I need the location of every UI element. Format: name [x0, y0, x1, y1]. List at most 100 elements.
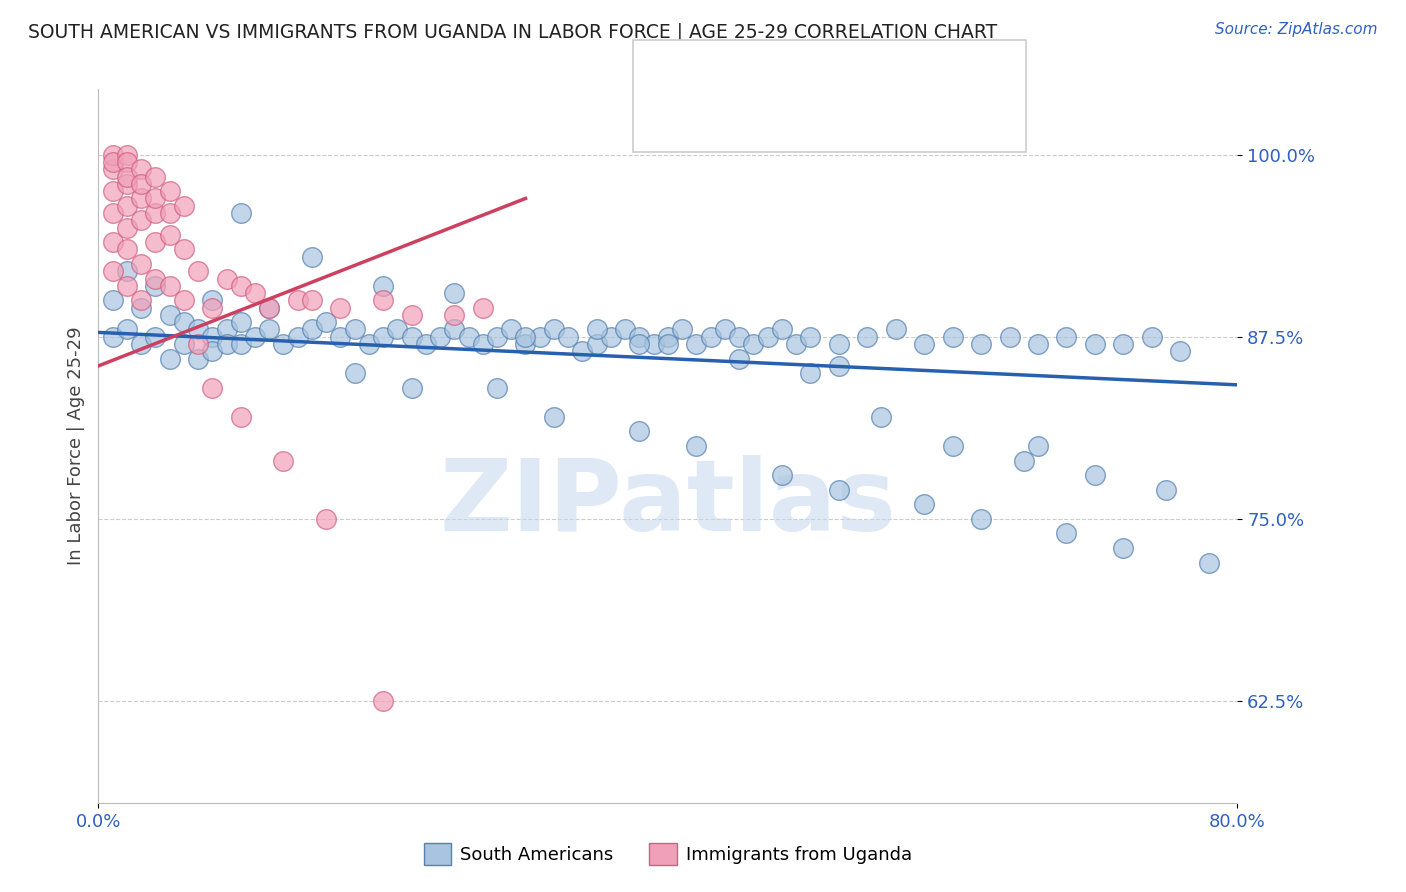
Point	[387, 322, 409, 336]
Point	[159, 206, 181, 220]
Point	[173, 199, 195, 213]
Point	[129, 162, 152, 177]
Point	[129, 293, 152, 308]
Point	[101, 155, 124, 169]
Point	[457, 330, 479, 344]
Point	[401, 308, 423, 322]
Point	[301, 293, 323, 308]
Point	[1170, 344, 1192, 359]
Point	[501, 322, 523, 336]
Point	[159, 351, 181, 366]
Point	[229, 278, 252, 293]
Point	[443, 308, 465, 322]
Point	[115, 243, 138, 257]
Point	[173, 315, 195, 329]
Point	[515, 337, 537, 351]
Point	[942, 330, 965, 344]
Point	[714, 322, 737, 336]
Point	[315, 512, 337, 526]
Point	[173, 243, 195, 257]
Point	[770, 322, 793, 336]
Point	[101, 162, 124, 177]
Point	[543, 322, 565, 336]
Point	[201, 330, 224, 344]
Text: N = 111: N = 111	[858, 64, 932, 82]
Point	[259, 322, 281, 336]
Point	[187, 264, 209, 278]
Point	[912, 497, 935, 511]
Point	[101, 330, 124, 344]
Point	[373, 330, 395, 344]
Point	[145, 271, 167, 285]
Point	[229, 206, 252, 220]
Point	[1140, 330, 1163, 344]
Point	[515, 330, 537, 344]
Point	[243, 330, 266, 344]
Point	[243, 286, 266, 301]
Point	[799, 366, 821, 380]
Point	[287, 293, 309, 308]
Point	[145, 330, 167, 344]
Point	[1026, 439, 1049, 453]
Point	[201, 293, 224, 308]
Point	[785, 337, 807, 351]
Point	[229, 409, 252, 424]
Point	[1084, 468, 1107, 483]
Point	[215, 271, 238, 285]
Point	[614, 322, 637, 336]
Point	[159, 308, 181, 322]
Point	[187, 322, 209, 336]
Point	[1198, 556, 1220, 570]
Point	[585, 322, 607, 336]
Point	[657, 337, 679, 351]
Point	[585, 337, 607, 351]
Text: R =  0.239: R = 0.239	[690, 108, 786, 126]
Point	[443, 286, 465, 301]
Point	[101, 184, 124, 198]
Point	[229, 337, 252, 351]
Point	[129, 213, 152, 227]
Point	[942, 439, 965, 453]
Point	[343, 322, 366, 336]
Point	[145, 191, 167, 205]
Point	[529, 330, 551, 344]
Point	[357, 337, 380, 351]
Point	[187, 351, 209, 366]
Point	[828, 483, 851, 497]
Point	[301, 322, 323, 336]
Point	[215, 322, 238, 336]
Point	[145, 206, 167, 220]
Point	[343, 366, 366, 380]
Point	[471, 337, 494, 351]
Point	[571, 344, 593, 359]
Point	[884, 322, 907, 336]
Point	[115, 322, 138, 336]
Point	[259, 301, 281, 315]
Point	[756, 330, 779, 344]
Point	[699, 330, 721, 344]
Point	[1112, 337, 1135, 351]
Point	[770, 468, 793, 483]
Point	[373, 293, 395, 308]
Point	[173, 337, 195, 351]
Point	[145, 169, 167, 184]
Point	[471, 301, 494, 315]
Point	[101, 235, 124, 249]
Point	[401, 381, 423, 395]
Point	[329, 301, 352, 315]
Point	[799, 330, 821, 344]
Point	[229, 315, 252, 329]
Point	[173, 293, 195, 308]
Point	[742, 337, 765, 351]
Point	[201, 381, 224, 395]
Point	[273, 337, 295, 351]
Point	[101, 147, 124, 161]
Point	[628, 425, 651, 439]
Point	[1012, 453, 1035, 467]
Point	[101, 264, 124, 278]
Point	[998, 330, 1021, 344]
Point	[315, 315, 337, 329]
Point	[657, 330, 679, 344]
Point	[870, 409, 893, 424]
Point	[115, 220, 138, 235]
